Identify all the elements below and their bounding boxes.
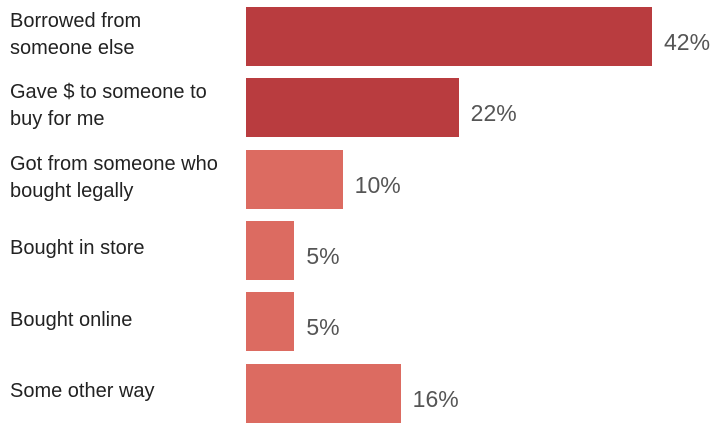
bar <box>246 363 401 423</box>
value-label: 22% <box>470 100 517 127</box>
page: Borrowed from someone else 42% Gave $ to s… <box>10 7 711 423</box>
bar <box>246 220 295 280</box>
value-label: 16% <box>412 385 459 412</box>
value-label: 5% <box>306 314 340 341</box>
bar <box>246 78 459 138</box>
category-label: Bought online <box>10 308 133 331</box>
bar <box>246 292 295 352</box>
value-label: 42% <box>664 29 711 55</box>
category-label: Bought in store <box>10 237 145 260</box>
category-label: Gave $ to someone to buy for me <box>10 81 207 131</box>
value-label: 5% <box>306 242 340 269</box>
category-label: Borrowed from someone else <box>10 10 142 59</box>
bar <box>246 149 343 209</box>
category-label: Some other way <box>10 380 155 402</box>
value-label: 10% <box>354 171 401 198</box>
category-label: Got from someone who bought legally <box>10 152 218 202</box>
bar <box>246 7 652 66</box>
